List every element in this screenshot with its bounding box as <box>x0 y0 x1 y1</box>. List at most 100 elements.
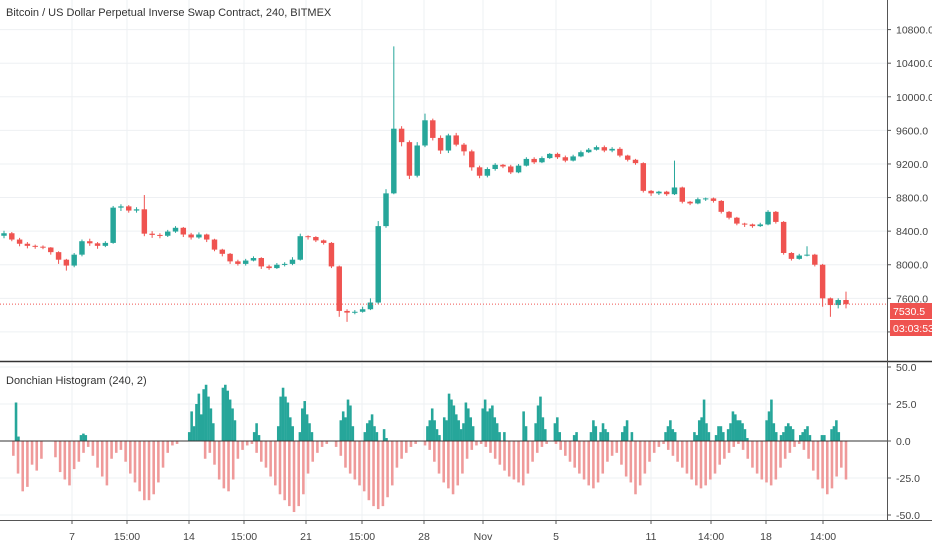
histogram-bar-positive <box>808 435 812 441</box>
candle-body <box>430 120 436 138</box>
candle-body <box>422 120 428 146</box>
histogram-bar-negative <box>152 441 155 495</box>
histogram-bar-negative <box>381 441 385 507</box>
histogram-bar-positive <box>373 426 376 441</box>
candle <box>632 158 639 165</box>
histogram-bar-negative <box>166 441 170 453</box>
histogram-bar-negative <box>479 441 483 444</box>
candle <box>508 164 514 175</box>
histogram-bar-negative <box>489 441 492 453</box>
histogram-tick-label: -25.0 <box>896 473 920 485</box>
candle <box>578 150 584 158</box>
candle <box>726 210 732 220</box>
histogram-bar-negative <box>63 441 67 480</box>
candle <box>141 195 148 237</box>
candle <box>63 258 70 271</box>
candle-body <box>469 151 475 168</box>
candle-body <box>219 249 226 254</box>
candle <box>819 263 826 307</box>
candle-body <box>383 193 389 227</box>
candle-body <box>749 224 756 227</box>
histogram-bar-negative <box>461 441 464 474</box>
candle-body <box>539 158 545 163</box>
histogram-bar-negative <box>274 441 277 486</box>
candle <box>133 207 140 213</box>
histogram-bar-negative <box>54 441 57 458</box>
last-price-badge-bg <box>890 303 932 319</box>
histogram-tick-label: -50.0 <box>896 510 920 522</box>
histogram-bar-negative <box>592 441 595 489</box>
histogram-bar-negative <box>797 441 801 444</box>
candle <box>476 165 483 179</box>
histogram-bar-negative <box>348 441 352 474</box>
histogram-bar-positive <box>729 423 732 441</box>
histogram-bar-negative <box>245 441 249 446</box>
histogram-bar-positive <box>288 417 292 441</box>
histogram-bar-positive <box>447 393 451 441</box>
histogram-bar-positive <box>784 426 788 441</box>
histogram-bar-negative <box>96 441 99 468</box>
histogram-bar-positive <box>469 417 472 441</box>
candle <box>835 298 841 309</box>
candle <box>196 232 202 239</box>
histogram-bar-negative <box>433 441 436 462</box>
histogram-bar-negative <box>503 441 506 471</box>
time-tick-label: 14:00 <box>810 531 836 543</box>
histogram-bar-negative <box>765 441 768 483</box>
histogram-bar-positive <box>625 420 629 441</box>
histogram-bar-positive <box>471 426 475 441</box>
histogram-bar-negative <box>325 441 329 444</box>
histogram-bar-negative <box>666 441 670 450</box>
histogram-bar-positive <box>197 393 201 441</box>
histogram-bar-positive <box>212 423 215 441</box>
histogram-bar-negative <box>423 441 427 446</box>
histogram-bar-negative <box>264 441 268 468</box>
histogram-bar-negative <box>35 441 39 471</box>
histogram-bar-positive <box>832 426 836 441</box>
candle <box>780 221 787 255</box>
candle-body <box>780 221 787 253</box>
candle <box>297 233 303 261</box>
candle-body <box>687 201 693 204</box>
histogram-bar-positive <box>486 411 489 441</box>
histogram-bar-negative <box>755 441 759 474</box>
histogram-bar-positive <box>835 420 838 441</box>
candle <box>352 310 358 315</box>
histogram-tick-label: 0.0 <box>896 436 911 448</box>
candle <box>149 231 155 238</box>
candle-body <box>235 261 241 264</box>
histogram-bar-negative <box>783 441 787 459</box>
histogram-bar-positive <box>772 423 776 441</box>
histogram-bar-positive <box>705 423 708 441</box>
histogram-bar-negative <box>82 441 85 453</box>
histogram-bar-positive <box>370 414 374 441</box>
candle-body <box>531 158 537 163</box>
histogram-bar-negative <box>302 441 305 495</box>
histogram-bar-positive <box>707 432 711 441</box>
candle-body <box>500 164 506 167</box>
candle-body <box>437 137 444 151</box>
candle <box>804 246 810 257</box>
candle <box>492 163 498 171</box>
candle-body <box>461 144 467 152</box>
histogram-bar-negative <box>58 441 62 473</box>
histogram-bar-positive <box>17 436 20 441</box>
candle-body <box>242 260 249 264</box>
histogram-tick-label: 50.0 <box>896 362 917 374</box>
histogram-bar-negative <box>587 441 591 486</box>
histogram-bar-positive <box>493 417 497 441</box>
histogram-bar-positive <box>539 396 542 441</box>
histogram-bar-positive <box>599 432 602 441</box>
histogram-bar-positive <box>702 399 706 441</box>
candle-body <box>118 206 124 208</box>
time-tick-label: 15:00 <box>349 531 375 543</box>
histogram-bar-negative <box>526 441 530 474</box>
histogram-bar-negative <box>704 441 707 486</box>
histogram-bar-negative <box>484 441 488 447</box>
histogram-bar-positive <box>279 396 282 441</box>
candle-body <box>671 187 678 195</box>
histogram-bar-negative <box>147 441 151 501</box>
candle <box>320 239 327 245</box>
candle <box>547 153 553 159</box>
candle-body <box>484 169 491 176</box>
